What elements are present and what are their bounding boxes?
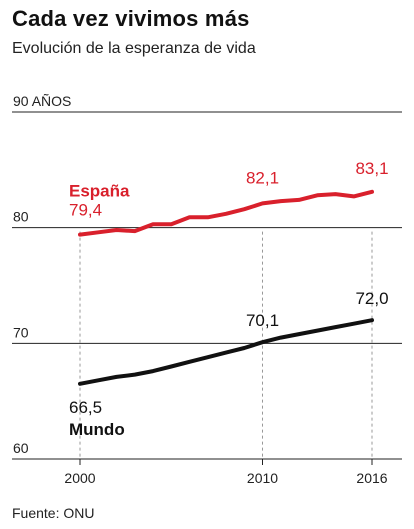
y-tick-label-60: 60 — [13, 440, 29, 456]
series-name-mundo: Mundo — [69, 420, 125, 439]
data-label-mundo-2010: 70,1 — [246, 311, 279, 330]
data-label-espana-2000: 79,4 — [69, 201, 102, 220]
series-line-españa — [78, 189, 374, 237]
x-tick-label-2000: 2000 — [64, 470, 95, 486]
data-label-mundo-2000: 66,5 — [69, 398, 102, 417]
y-tick-label-80: 80 — [13, 209, 29, 225]
series-name-espana: España — [69, 182, 130, 201]
chart-subtitle: Evolución de la esperanza de vida — [12, 40, 256, 57]
source-note: Fuente: ONU — [12, 505, 95, 521]
x-tick-label-2016: 2016 — [356, 470, 387, 486]
chart-title: Cada vez vivimos más — [12, 6, 250, 31]
series-line-mundo — [78, 318, 374, 386]
x-tick-label-2010: 2010 — [247, 470, 278, 486]
data-label-espana-2016: 83,1 — [355, 159, 388, 178]
data-label-espana-2010: 82,1 — [246, 168, 279, 187]
y-tick-label-70: 70 — [13, 324, 29, 340]
data-label-mundo-2016: 72,0 — [355, 289, 388, 308]
y-tick-label-90: 90 AÑOS — [13, 93, 71, 109]
